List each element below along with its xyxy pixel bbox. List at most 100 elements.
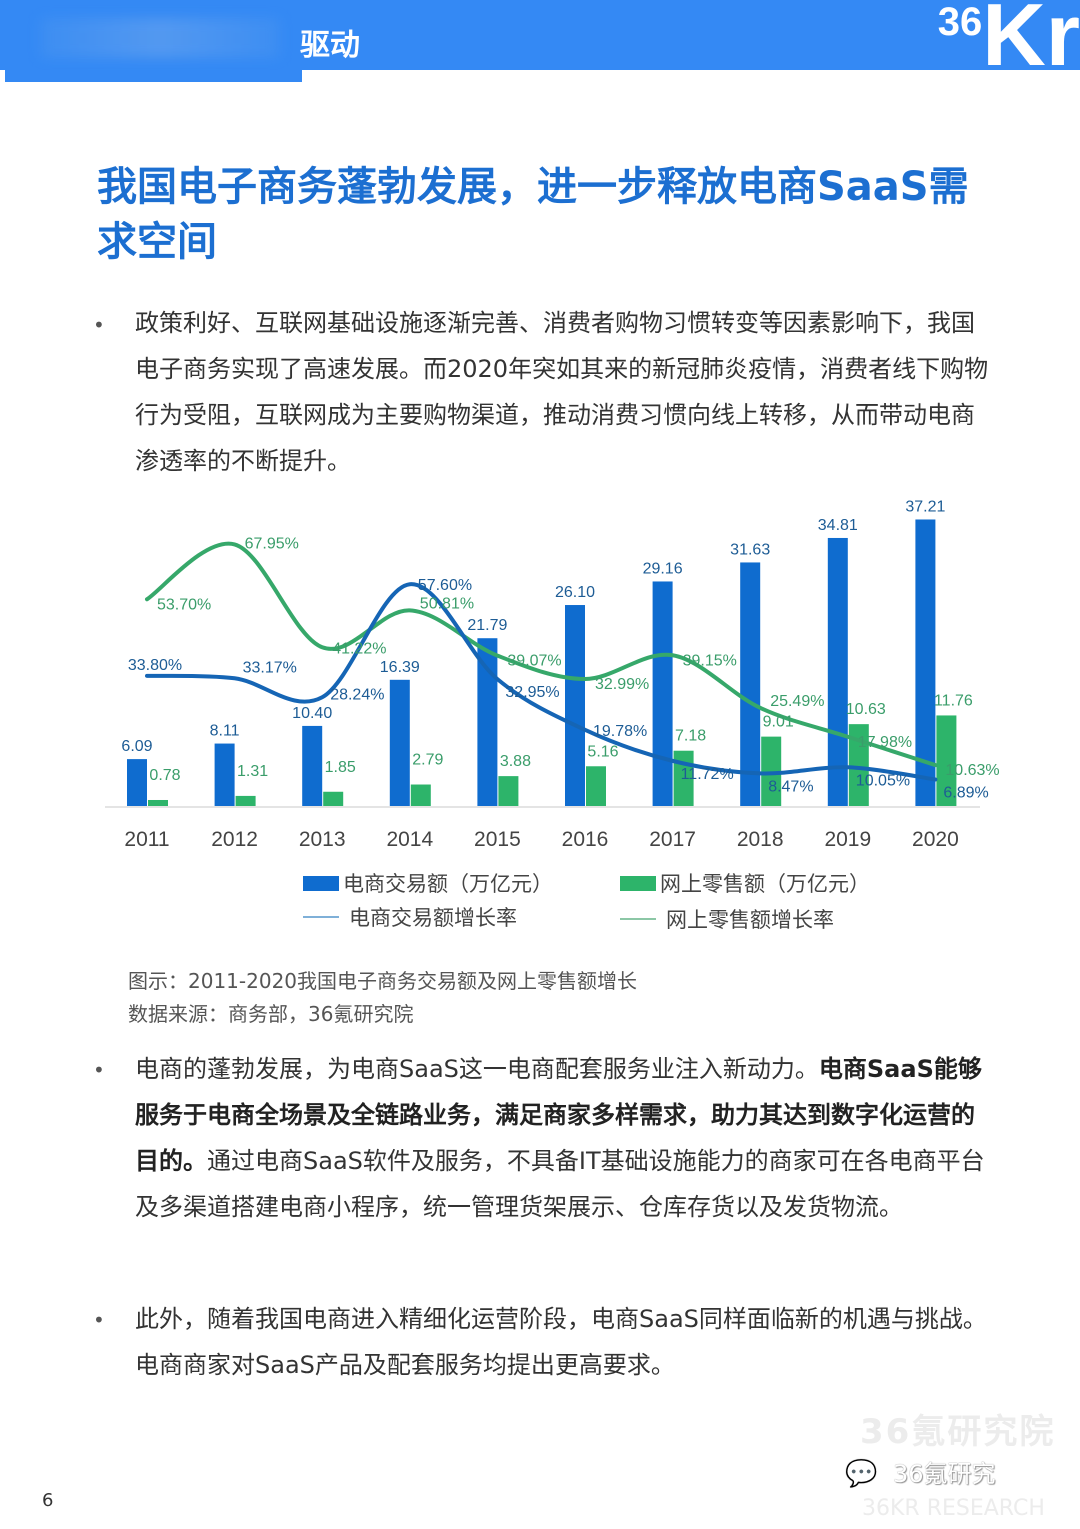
watermark-subtext: 36KR RESEARCH	[862, 1496, 1045, 1521]
text-segment: 通过电商SaaS软件及服务，不具备IT基础设施能力的商家可在各电商平台及多渠道搭…	[135, 1147, 985, 1221]
data-label: 16.39	[380, 659, 420, 676]
data-label: 33.80%	[128, 657, 182, 674]
legend-label: 电商交易额增长率	[349, 906, 517, 930]
x-tick-label: 2011	[124, 828, 169, 851]
data-label: 2.79	[412, 752, 443, 769]
data-label: 3.88	[500, 753, 531, 770]
data-label: 10.40	[292, 705, 332, 722]
text-segment: 此外，随着我国电商进入精细化运营阶段，电商SaaS同样面临新的机遇与挑战。电商商…	[135, 1305, 987, 1379]
watermark-text: 36氪研究院	[860, 1412, 1056, 1452]
wechat-icon: 💬	[845, 1459, 878, 1489]
legend-label: 网上零售额（万亿元）	[660, 872, 870, 896]
data-label: 39.15%	[683, 652, 737, 669]
legend-item-bar-2: 网上零售额（万亿元）	[620, 868, 870, 898]
text-segment: 电商的蓬勃发展，为电商SaaS这一电商配套服务业注入新动力。	[135, 1055, 819, 1083]
data-label: 32.95%	[505, 684, 559, 701]
data-label: 25.49%	[770, 693, 824, 710]
x-tick-label: 2013	[299, 828, 346, 851]
page-number: 6	[42, 1490, 54, 1511]
x-tick-label: 2017	[649, 828, 696, 851]
logo-36kr: 36Kr	[937, 0, 1080, 84]
data-label: 6.89%	[943, 784, 988, 801]
bar-ecommerce-volume	[302, 725, 323, 806]
paragraph-2: 电商的蓬勃发展，为电商SaaS这一电商配套服务业注入新动力。电商SaaS能够服务…	[135, 1046, 990, 1230]
data-label: 8.11	[210, 723, 240, 740]
line-online-retail-growth	[145, 541, 938, 768]
data-label: 0.78	[149, 767, 180, 784]
bar-online-retail	[235, 795, 256, 806]
data-label: 28.24%	[330, 686, 384, 703]
x-tick-label: 2018	[737, 828, 784, 851]
x-tick-label: 2015	[474, 828, 521, 851]
bar-ecommerce-volume	[214, 743, 235, 806]
wechat-account: 36氪研究	[893, 1460, 996, 1488]
data-label: 32.99%	[595, 676, 649, 693]
data-label: 6.09	[121, 738, 152, 755]
bold-text: 电商SaaS能够服务于电商全场景及全链路业务，满足商家多样需求，助力其达到数字化…	[135, 1055, 982, 1175]
data-label: 39.07%	[507, 653, 561, 670]
bar-online-retail	[498, 776, 519, 806]
data-label: 50.81%	[420, 595, 474, 612]
legend-label: 电商交易额（万亿元）	[343, 872, 553, 896]
section-title: 驱动	[300, 28, 360, 63]
data-label: 29.16	[643, 560, 683, 577]
bar-ecommerce-volume	[565, 605, 585, 806]
data-label: 17.98%	[858, 734, 912, 751]
bar-ecommerce-volume	[740, 562, 761, 806]
page-title: 我国电子商务蓬勃发展，进一步释放电商SaaS需求空间	[97, 164, 969, 265]
source-caption: 数据来源：商务部，36氪研究院	[128, 1002, 414, 1026]
bar-ecommerce-volume	[127, 759, 147, 806]
data-label: 19.78%	[593, 723, 647, 740]
x-tick-label: 2014	[386, 828, 433, 851]
data-label: 7.18	[675, 728, 706, 745]
data-label: 34.81	[818, 517, 858, 534]
data-label: 10.05%	[856, 772, 910, 789]
paragraph-3: 此外，随着我国电商进入精细化运营阶段，电商SaaS同样面临新的机遇与挑战。电商商…	[135, 1296, 990, 1388]
bar-online-retail	[936, 715, 957, 806]
legend-label: 网上零售额增长率	[666, 908, 834, 932]
bar-online-retail	[323, 791, 344, 806]
data-label: 5.16	[587, 743, 618, 760]
data-label: 31.63	[730, 541, 770, 558]
bar-online-retail	[848, 724, 869, 806]
bar-online-retail	[410, 784, 431, 806]
legend-line	[303, 916, 339, 918]
data-label: 1.31	[237, 763, 268, 780]
data-label: 67.95%	[245, 535, 299, 552]
data-label: 33.17%	[243, 659, 297, 676]
data-label: 11.76	[934, 692, 973, 709]
bullet-icon: •	[93, 313, 105, 337]
paragraph-1: 政策利好、互联网基础设施逐渐完善、消费者购物习惯转变等因素影响下，我国电子商务实…	[135, 300, 990, 484]
chart: 2011 2012 2013 2014 2015 2016 2017 2018 2019 2020…	[105, 498, 1000, 851]
data-label: 9.01	[763, 714, 794, 731]
header-tab	[5, 70, 302, 82]
data-label: 1.85	[325, 759, 356, 776]
bar-online-retail	[586, 766, 606, 806]
data-label: 21.79	[467, 617, 507, 634]
legend-line	[620, 918, 656, 920]
x-tick-label: 2020	[912, 828, 959, 851]
data-label: 41.22%	[332, 640, 386, 657]
bar-ecommerce-volume	[477, 638, 498, 806]
header-bar: 驱动 36Kr	[0, 0, 1080, 79]
data-label: 26.10	[555, 584, 595, 601]
legend-swatch	[303, 875, 339, 891]
data-label: 53.70%	[157, 596, 211, 613]
x-tick-label: 2019	[824, 828, 871, 851]
legend-item-bar-1: 电商交易额（万亿元）	[303, 868, 553, 898]
bullet-icon: •	[93, 1308, 105, 1332]
legend-swatch	[620, 875, 656, 891]
data-label: 10.63%	[945, 762, 999, 779]
legend-item-line-2: 网上零售额增长率	[620, 904, 834, 934]
bar-ecommerce-volume	[389, 679, 410, 806]
bar-ecommerce-volume	[652, 581, 673, 806]
data-label: 57.60%	[418, 577, 472, 594]
bar-ecommerce-volume	[915, 519, 936, 806]
x-tick-label: 2012	[211, 828, 258, 851]
bar-ecommerce-volume	[827, 537, 848, 806]
blurred-section-label	[40, 18, 280, 58]
x-tick-label: 2016	[562, 828, 609, 851]
line-ecommerce-growth	[145, 582, 938, 782]
legend-item-line-1: 电商交易额增长率	[303, 902, 517, 932]
data-label: 37.21	[905, 498, 945, 515]
